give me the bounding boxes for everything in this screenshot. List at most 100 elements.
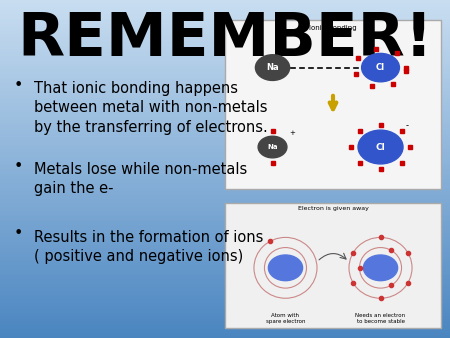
Bar xyxy=(0,137,450,139)
Bar xyxy=(0,208,450,210)
Bar xyxy=(0,61,450,63)
Bar xyxy=(0,147,450,149)
Bar xyxy=(0,122,450,123)
Bar xyxy=(0,34,450,35)
Bar xyxy=(0,46,450,47)
Bar xyxy=(0,81,450,83)
Bar xyxy=(0,218,450,220)
Bar xyxy=(0,191,450,193)
Bar xyxy=(0,328,450,330)
Circle shape xyxy=(268,255,302,281)
Bar xyxy=(0,297,450,299)
Bar xyxy=(0,20,450,22)
Bar xyxy=(0,314,450,316)
Bar xyxy=(0,166,450,167)
Bar xyxy=(0,319,450,321)
Bar xyxy=(0,294,450,296)
Bar xyxy=(0,84,450,86)
Bar xyxy=(0,27,450,29)
Bar xyxy=(0,230,450,232)
Bar xyxy=(0,235,450,237)
Bar xyxy=(0,54,450,56)
Bar xyxy=(0,100,450,101)
Bar xyxy=(0,14,450,15)
Bar xyxy=(0,155,450,157)
Bar xyxy=(0,37,450,39)
Bar xyxy=(0,113,450,115)
Bar xyxy=(0,259,450,260)
Bar xyxy=(0,51,450,52)
Text: That ionic bonding happens
between metal with non-metals
by the transferring of : That ionic bonding happens between metal… xyxy=(34,81,267,135)
Bar xyxy=(0,76,450,78)
Bar xyxy=(0,174,450,176)
Bar xyxy=(0,139,450,140)
Bar xyxy=(0,189,450,191)
Bar xyxy=(0,24,450,25)
Bar xyxy=(0,318,450,319)
Bar xyxy=(0,226,450,228)
Bar xyxy=(0,296,450,297)
Bar xyxy=(0,90,450,91)
Text: Na: Na xyxy=(266,63,279,72)
Bar xyxy=(0,145,450,147)
Bar xyxy=(0,29,450,30)
Text: Cl: Cl xyxy=(376,63,385,72)
Bar xyxy=(0,198,450,199)
Bar xyxy=(0,108,450,110)
Bar xyxy=(0,313,450,314)
Bar xyxy=(0,215,450,216)
Bar xyxy=(0,167,450,169)
Bar xyxy=(0,331,450,333)
Bar xyxy=(0,74,450,76)
Bar xyxy=(0,7,450,8)
Circle shape xyxy=(258,136,287,158)
Bar xyxy=(0,47,450,49)
Bar xyxy=(0,44,450,46)
Bar xyxy=(0,164,450,166)
Bar xyxy=(0,213,450,215)
Bar xyxy=(0,265,450,267)
Bar xyxy=(0,316,450,318)
Bar xyxy=(0,321,450,323)
Bar xyxy=(0,69,450,71)
Bar xyxy=(0,123,450,125)
Bar xyxy=(0,292,450,294)
Bar xyxy=(0,162,450,164)
Bar xyxy=(0,134,450,135)
Bar xyxy=(0,228,450,230)
Text: -: - xyxy=(405,121,408,130)
Bar xyxy=(0,210,450,211)
Bar xyxy=(0,272,450,274)
Bar xyxy=(0,3,450,5)
Bar xyxy=(0,201,450,203)
Bar xyxy=(0,247,450,248)
Text: Electron is given away: Electron is given away xyxy=(297,206,369,211)
Bar xyxy=(0,98,450,100)
Bar xyxy=(0,306,450,308)
Circle shape xyxy=(358,130,403,164)
Bar xyxy=(0,49,450,51)
Bar xyxy=(0,186,450,188)
Text: Metals lose while non-metals
gain the e-: Metals lose while non-metals gain the e- xyxy=(34,162,247,196)
Bar xyxy=(0,199,450,201)
Bar xyxy=(0,68,450,69)
Bar xyxy=(0,118,450,120)
Bar xyxy=(0,333,450,335)
Bar xyxy=(0,270,450,272)
Text: Results in the formation of ions
( positive and negative ions): Results in the formation of ions ( posit… xyxy=(34,230,263,264)
Bar xyxy=(0,176,450,177)
Bar xyxy=(0,223,450,225)
Bar xyxy=(0,183,450,184)
Bar xyxy=(0,64,450,66)
Bar xyxy=(0,330,450,331)
Bar xyxy=(0,248,450,250)
Bar xyxy=(0,78,450,79)
Bar xyxy=(0,279,450,281)
Bar xyxy=(0,63,450,64)
Bar xyxy=(0,66,450,68)
Bar xyxy=(0,323,450,324)
Bar xyxy=(0,103,450,105)
Bar xyxy=(0,154,450,155)
Bar xyxy=(0,12,450,14)
Bar xyxy=(0,96,450,98)
